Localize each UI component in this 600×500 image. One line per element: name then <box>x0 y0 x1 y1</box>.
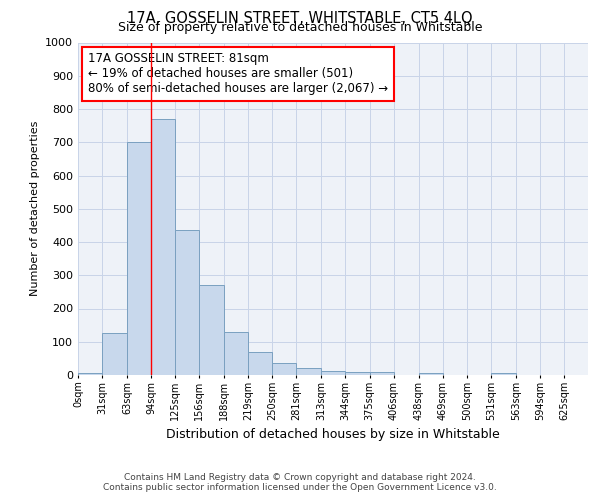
Text: 17A GOSSELIN STREET: 81sqm
← 19% of detached houses are smaller (501)
80% of sem: 17A GOSSELIN STREET: 81sqm ← 19% of deta… <box>88 52 388 96</box>
Bar <box>151 119 175 375</box>
Bar <box>78 374 102 375</box>
Bar <box>102 334 127 375</box>
Text: 17A, GOSSELIN STREET, WHITSTABLE, CT5 4LQ: 17A, GOSSELIN STREET, WHITSTABLE, CT5 4L… <box>127 11 473 26</box>
Text: Size of property relative to detached houses in Whitstable: Size of property relative to detached ho… <box>118 22 482 35</box>
Bar <box>346 372 370 375</box>
Bar <box>199 285 224 375</box>
Bar <box>127 142 151 375</box>
Y-axis label: Number of detached properties: Number of detached properties <box>29 121 40 296</box>
Bar <box>248 352 272 375</box>
Bar <box>491 374 515 375</box>
Bar <box>175 230 199 375</box>
Bar <box>296 368 322 375</box>
Bar <box>370 372 394 375</box>
Text: Contains HM Land Registry data © Crown copyright and database right 2024.
Contai: Contains HM Land Registry data © Crown c… <box>103 473 497 492</box>
X-axis label: Distribution of detached houses by size in Whitstable: Distribution of detached houses by size … <box>166 428 500 442</box>
Bar <box>419 374 443 375</box>
Bar <box>224 332 248 375</box>
Bar <box>272 362 296 375</box>
Bar <box>322 371 346 375</box>
